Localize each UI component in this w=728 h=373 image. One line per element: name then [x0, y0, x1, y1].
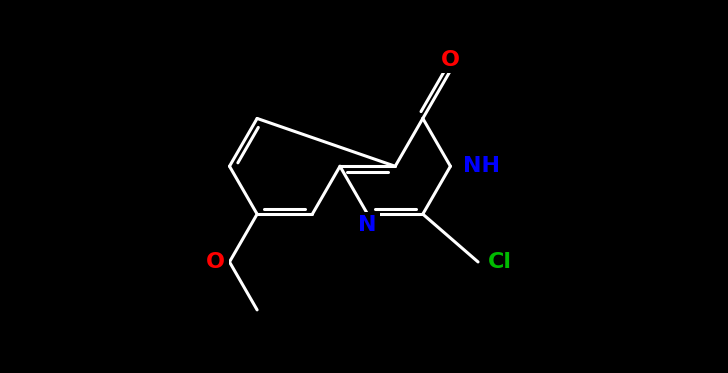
Text: N: N	[358, 215, 377, 235]
Text: O: O	[441, 50, 460, 69]
Text: Cl: Cl	[488, 252, 512, 272]
Text: NH: NH	[462, 156, 499, 176]
Text: O: O	[206, 252, 225, 272]
